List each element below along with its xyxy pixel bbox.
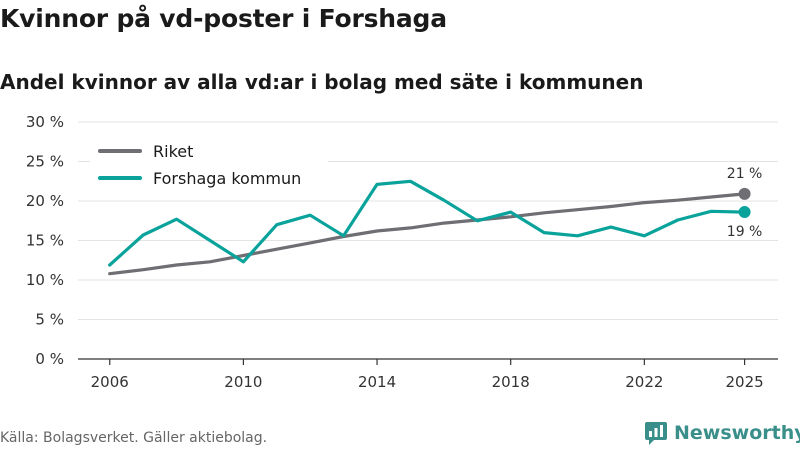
series-line-forshaga (108, 179, 747, 267)
source-note: Källa: Bolagsverket. Gäller aktiebolag. (0, 430, 268, 446)
series-end-point-riket (738, 187, 751, 200)
x-tick-label: 2010 (224, 373, 262, 391)
y-tick-label: 5 % (35, 311, 64, 329)
newsworthy-logo-icon (645, 422, 667, 445)
legend: Riket Forshaga kommun (90, 137, 328, 191)
end-labels: 21 % 19 % (727, 166, 763, 240)
y-tick-label: 10 % (26, 271, 64, 289)
legend-background (90, 137, 328, 191)
x-tick-label: 2022 (625, 373, 663, 391)
series-end-point-forshaga (738, 206, 751, 219)
x-tick-label: 2006 (91, 373, 129, 391)
end-value-label-forshaga: 19 % (727, 224, 763, 240)
legend-label: Riket (153, 142, 193, 161)
y-axis-ticks: 0 % 5 % 10 % 15 % 20 % 25 % 30 % (26, 113, 64, 368)
brand-logo-group: Newsworthy (644, 420, 800, 446)
legend-label: Forshaga kommun (153, 169, 301, 188)
chart-subtitle: Andel kvinnor av alla vd:ar i bolag med … (0, 70, 644, 94)
y-tick-label: 15 % (26, 232, 64, 250)
end-value-label-riket: 21 % (727, 166, 763, 182)
series-lines (108, 179, 751, 276)
y-tick-label: 0 % (35, 350, 64, 368)
x-tick-label: 2025 (725, 373, 763, 391)
series-line-riket (108, 192, 747, 276)
x-axis-ticks: 2006 2010 2014 2018 2022 2025 (91, 359, 764, 391)
y-tick-label: 25 % (26, 153, 64, 171)
y-tick-label: 30 % (26, 113, 64, 131)
y-tick-label: 20 % (26, 192, 64, 210)
chart-title: Kvinnor på vd-poster i Forshaga (0, 4, 447, 33)
brand-name: Newsworthy (674, 422, 800, 444)
x-tick-label: 2014 (358, 373, 396, 391)
x-tick-label: 2018 (492, 373, 530, 391)
